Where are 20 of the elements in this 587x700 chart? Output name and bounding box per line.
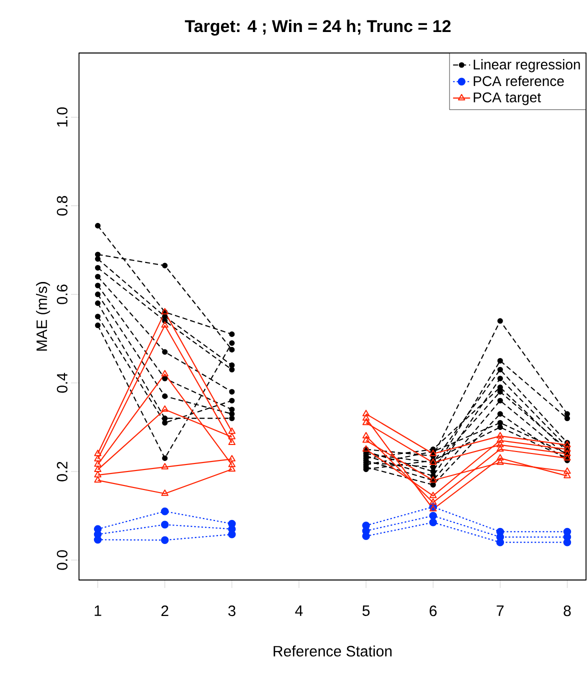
y-tick-label: 0.6 <box>56 284 68 304</box>
y-tick-label: 1.0 <box>56 107 68 126</box>
legend-label: PCA reference <box>474 76 564 86</box>
x-tick-label: 7 <box>496 606 504 616</box>
y-tick-label: 0.2 <box>56 462 68 482</box>
y-tick-label: 0.4 <box>56 372 68 393</box>
chart-title: Target: 4 ; Win = 24 h; Trunc = 12 <box>184 20 451 36</box>
x-tick-label: 5 <box>362 606 370 616</box>
x-tick-label: 1 <box>94 606 102 616</box>
x-tick-label: 2 <box>161 606 168 616</box>
x-tick-label: 8 <box>564 606 571 616</box>
x-tick-label: 6 <box>430 606 437 616</box>
legend-label: Linear regression <box>474 59 580 72</box>
y-tick-label: 0.8 <box>56 196 68 216</box>
x-axis-title: Reference Station <box>274 646 392 657</box>
y-axis-title: MAE (m/s) <box>36 282 50 351</box>
legend-label: PCA target <box>474 92 541 106</box>
x-tick-label: 4 <box>295 606 303 616</box>
y-tick-label: 0.0 <box>56 550 68 570</box>
x-tick-label: 3 <box>228 606 236 616</box>
